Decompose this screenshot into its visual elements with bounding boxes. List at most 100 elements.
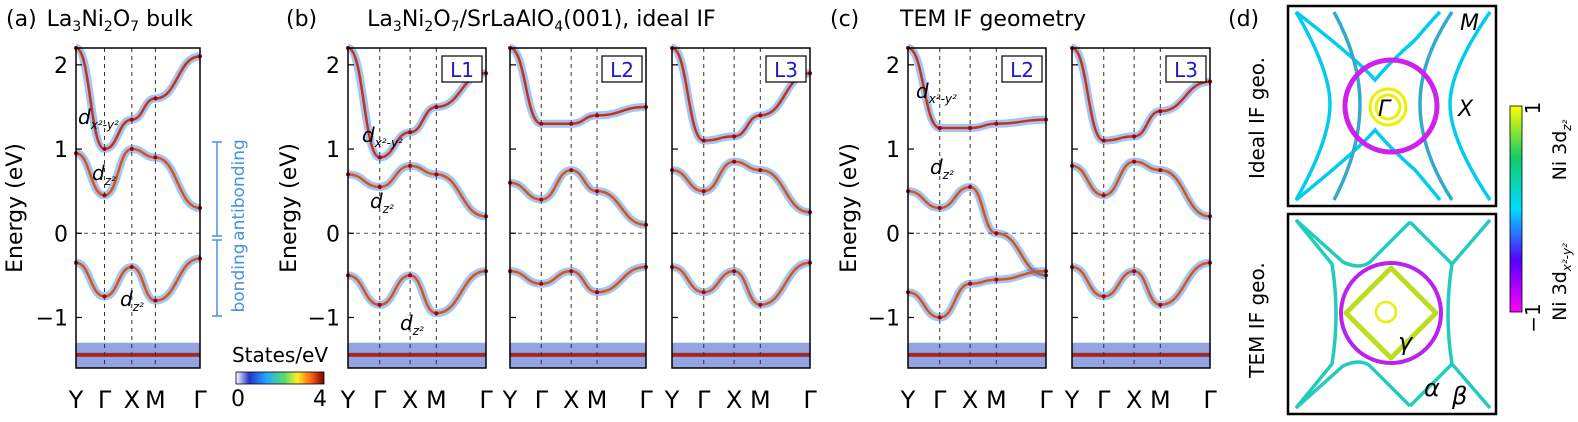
band-point bbox=[377, 302, 382, 307]
band-line-0 bbox=[509, 46, 647, 126]
band-point bbox=[1158, 109, 1163, 114]
ylabel: Energy (eV) bbox=[3, 143, 28, 273]
ytick-label: 0 bbox=[886, 222, 900, 247]
ytick-label: 1 bbox=[886, 138, 900, 163]
layer-badge-box bbox=[1165, 55, 1207, 83]
band-line-1 bbox=[1071, 160, 1211, 218]
annot-a-dz2-top: dz² bbox=[92, 161, 116, 188]
bonding-brackets bbox=[212, 141, 222, 317]
band-point bbox=[994, 277, 999, 282]
panel-b-title: (b) La3Ni2O7/SrLaAlO4(001), ideal IF bbox=[286, 7, 716, 35]
fs-ideal-beta-inner-left bbox=[1332, 11, 1362, 201]
band-point bbox=[937, 315, 942, 320]
layer-badge-box bbox=[1001, 55, 1043, 83]
band-glow-1 bbox=[509, 166, 647, 229]
xtick-label: Y bbox=[68, 386, 84, 414]
xtick-label: Y bbox=[1064, 386, 1080, 414]
fs-ideal-beta-right bbox=[1448, 11, 1492, 201]
band-point bbox=[937, 126, 942, 130]
xtick-label: M bbox=[750, 386, 771, 414]
fs-label-X: X bbox=[1457, 97, 1474, 122]
xtick-label: X bbox=[563, 386, 579, 414]
band-point bbox=[994, 231, 999, 236]
band-point bbox=[1132, 134, 1137, 139]
band-point bbox=[102, 147, 107, 152]
annot-a-dz2-bottom: dz² bbox=[120, 287, 144, 314]
ytick-label: 2 bbox=[326, 54, 340, 79]
fs-label-alpha: α bbox=[1424, 374, 1440, 402]
fs-tem-frame bbox=[1286, 212, 1498, 416]
xtick-label: M bbox=[145, 386, 166, 414]
xtick-label: Γ bbox=[98, 386, 112, 414]
band-point bbox=[153, 96, 158, 101]
ytick-label: 1 bbox=[54, 138, 68, 163]
band-point bbox=[1158, 302, 1163, 307]
fs-label-Gamma: Γ bbox=[1378, 97, 1392, 122]
band-glow-2 bbox=[671, 258, 811, 309]
axes-frame bbox=[1071, 47, 1211, 369]
states-colorbar-bar bbox=[235, 371, 325, 385]
fs-tem-beta-corner-tr bbox=[1408, 220, 1454, 266]
xtick-label: X bbox=[1126, 386, 1142, 414]
xtick-label: Y bbox=[502, 386, 518, 414]
layer-badge-label: L3 bbox=[774, 58, 798, 82]
band-glow-2 bbox=[74, 254, 201, 305]
xtick-label: Γ bbox=[1097, 386, 1111, 414]
band-point bbox=[758, 168, 763, 173]
xtick-label: Γ bbox=[373, 386, 387, 414]
xtick-label: Γ bbox=[1039, 386, 1053, 414]
orbital-colorbar-bottom: −1 bbox=[1521, 303, 1545, 332]
xtick-label: X bbox=[962, 386, 978, 414]
fs-ideal-frame bbox=[1286, 4, 1498, 208]
ytick-label: 1 bbox=[326, 138, 340, 163]
band-point bbox=[968, 281, 973, 286]
band-point bbox=[569, 269, 574, 274]
fermi-surface-ideal: M X Γ bbox=[1286, 4, 1498, 208]
band-point bbox=[129, 117, 134, 122]
xtick-label: Y bbox=[340, 386, 356, 414]
xtick-label: Γ bbox=[1203, 386, 1217, 414]
band-point bbox=[377, 155, 382, 160]
continuum-band-edge bbox=[1072, 352, 1210, 357]
band-point bbox=[408, 163, 413, 168]
band-point bbox=[153, 298, 158, 303]
antibonding-label: antibonding bbox=[229, 139, 249, 241]
annot-b-dx2: dx²-y² bbox=[362, 123, 403, 150]
fs-label-beta: β bbox=[1451, 382, 1467, 410]
layer-badge-box bbox=[441, 55, 483, 83]
panel-a-title: (a) La3Ni2O7 bulk bbox=[6, 7, 193, 35]
ytick-label: 0 bbox=[326, 222, 340, 247]
panel-d-letter: (d) bbox=[1228, 7, 1259, 32]
ytick-label: −1 bbox=[308, 306, 340, 331]
states-colorbar-title: States/eV bbox=[232, 343, 328, 367]
band-panel-b-L3: Y Γ X M ΓL3 bbox=[664, 44, 817, 414]
band-glow-1 bbox=[347, 161, 487, 221]
band-point bbox=[408, 273, 413, 278]
ytick-label: −1 bbox=[868, 306, 900, 331]
annot-b-dz2-bottom: dz² bbox=[400, 311, 424, 338]
bonding-label: bonding bbox=[229, 243, 249, 312]
fs-label-M: M bbox=[1460, 11, 1479, 36]
xtick-label: M bbox=[1150, 386, 1171, 414]
band-point bbox=[1101, 294, 1106, 299]
fs-tem-beta-top bbox=[1294, 218, 1412, 268]
band-glow-2 bbox=[1071, 258, 1211, 309]
xtick-label: Γ bbox=[639, 386, 653, 414]
xtick-label: Γ bbox=[193, 386, 207, 414]
xtick-label: Γ bbox=[535, 386, 549, 414]
fs-ideal-beta-inner-right bbox=[1418, 11, 1454, 201]
layer-badge-label: L2 bbox=[1010, 58, 1034, 82]
band-panel-b-L2: Y Γ X M ΓL2 bbox=[502, 44, 653, 414]
band-point bbox=[539, 281, 544, 286]
states-colorbar-min: 0 bbox=[231, 387, 245, 412]
panel-c-letter: (c) bbox=[830, 7, 859, 32]
layer-badge-label: L1 bbox=[450, 58, 474, 82]
fermi-surface-tem: γ α β bbox=[1286, 212, 1498, 416]
band-point bbox=[569, 168, 574, 173]
xtick-label: M bbox=[986, 386, 1007, 414]
xtick-label: X bbox=[402, 386, 418, 414]
band-point bbox=[701, 138, 706, 143]
layer-badge-label: L3 bbox=[1174, 58, 1198, 82]
